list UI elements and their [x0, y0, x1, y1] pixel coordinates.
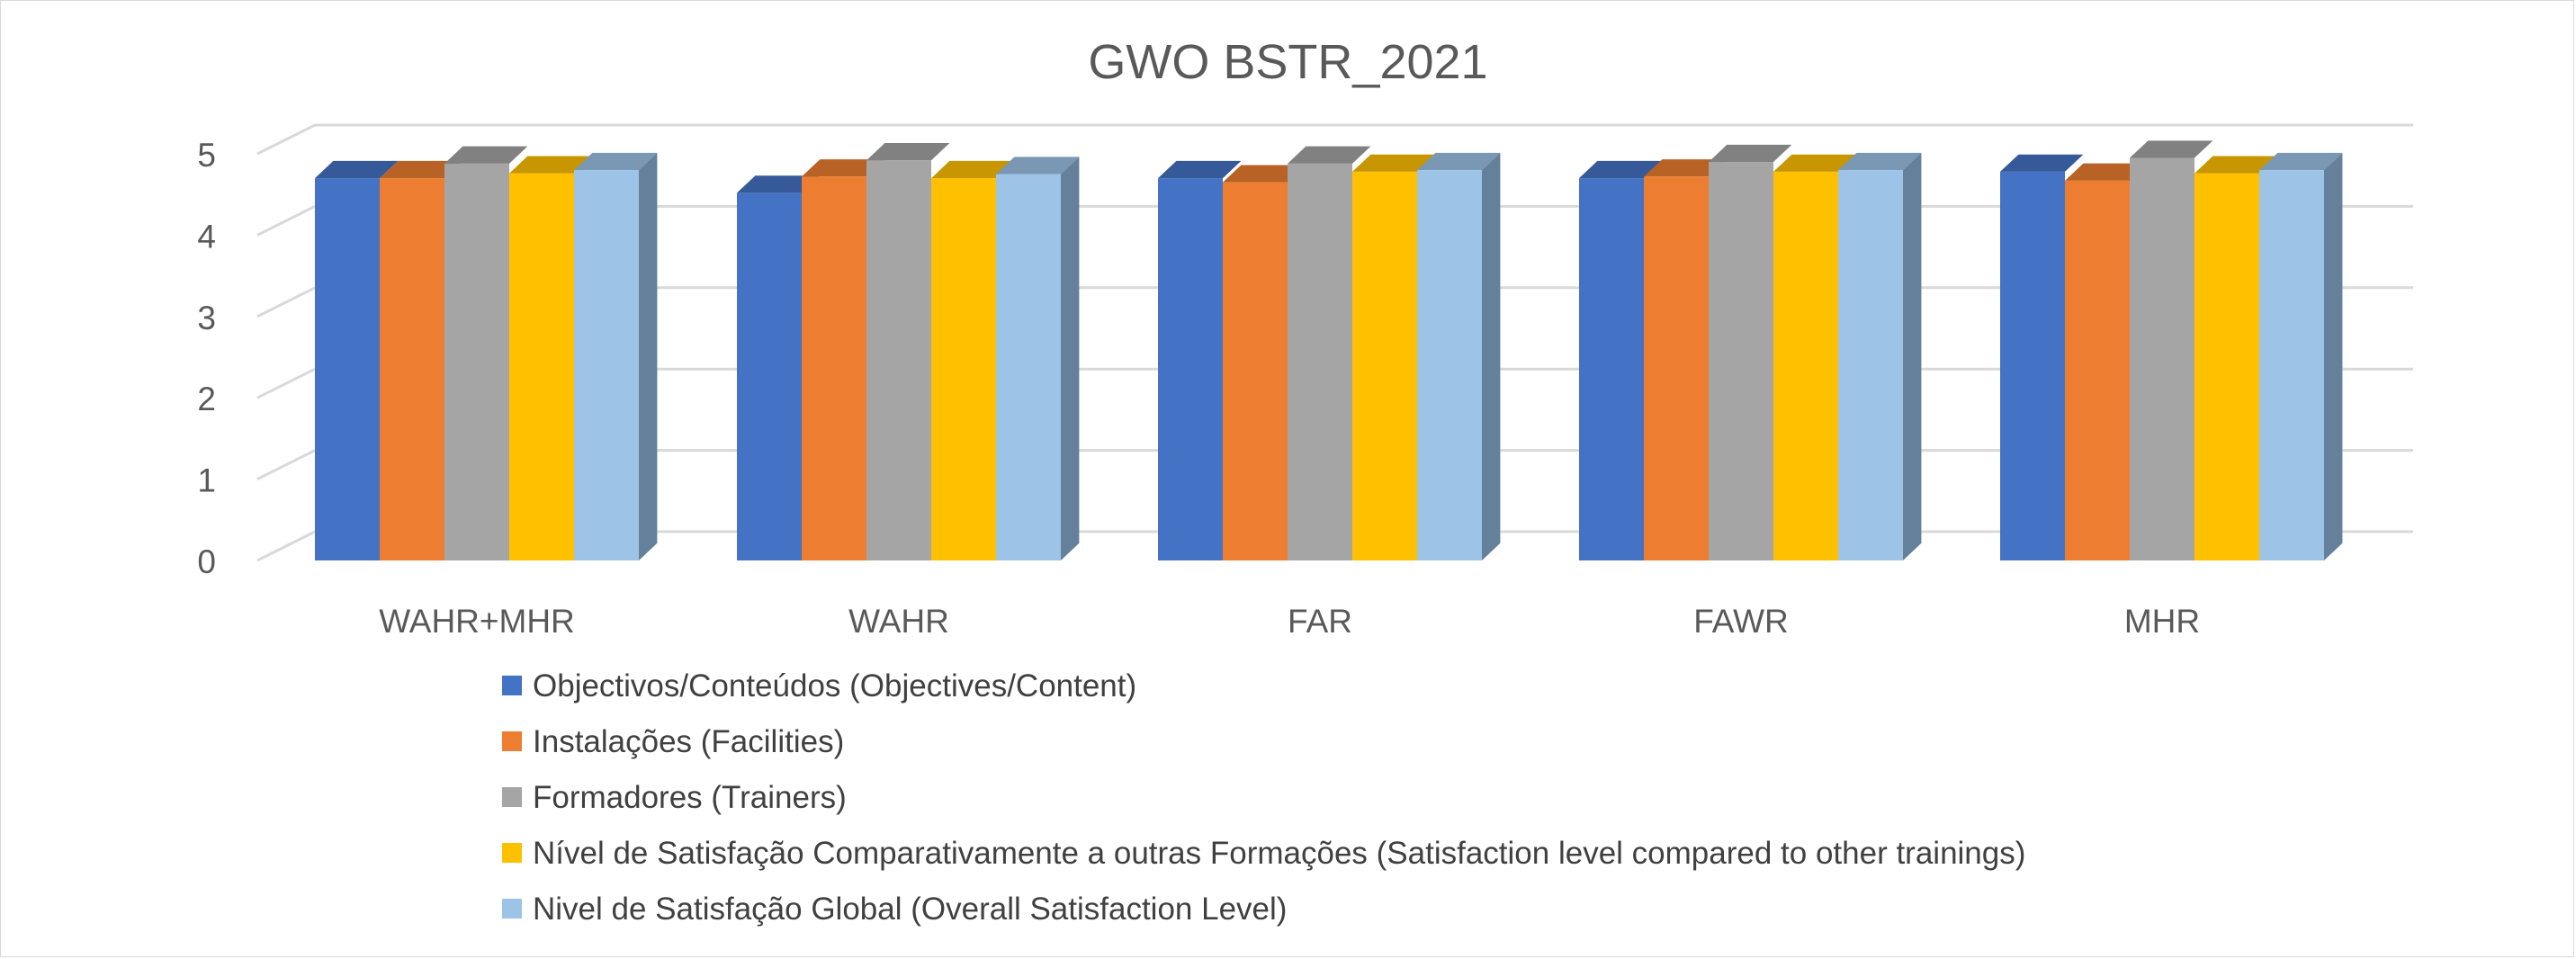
bar: [1709, 162, 1773, 561]
bar: [996, 174, 1061, 560]
bar-side: [639, 152, 658, 560]
gridline-depth: [256, 530, 316, 562]
bar: [2065, 180, 2130, 560]
bar-top: [996, 157, 1080, 175]
bar-top: [2259, 152, 2343, 171]
x-tick-label: FAR: [1288, 603, 1352, 640]
bar-top: [2000, 154, 2084, 172]
x-tick-label: WAHR+MHR: [379, 603, 575, 640]
bar: [737, 193, 802, 560]
legend-swatch: [502, 899, 522, 919]
bar-top: [444, 146, 528, 164]
bar-side: [1903, 152, 1922, 560]
bar-top: [1579, 160, 1663, 179]
bar-top: [1709, 144, 1792, 163]
y-tick-label: 5: [197, 137, 216, 174]
bar-side: [1482, 152, 1501, 560]
bar-side: [2324, 152, 2343, 560]
bar: [1352, 171, 1417, 560]
gridline-depth: [256, 286, 316, 318]
bar-top: [1838, 152, 1922, 171]
bar: [2195, 173, 2259, 561]
bar-top: [2065, 163, 2149, 181]
bar: [1288, 163, 1352, 560]
legend-swatch: [502, 787, 522, 807]
bar: [1223, 182, 1288, 560]
bar-top: [1223, 165, 1306, 183]
bar: [1644, 176, 1709, 560]
legend-label: Nivel de Satisfação Global (Overall Sati…: [533, 892, 1288, 927]
gridline-depth: [256, 205, 316, 237]
bar: [2000, 171, 2065, 560]
bar-top: [509, 156, 593, 174]
y-tick-label: 4: [197, 218, 216, 255]
chart-title: GWO BSTR_2021: [1088, 35, 1488, 89]
bar-top: [2130, 140, 2213, 158]
legend-swatch: [502, 676, 522, 695]
gridline-depth: [256, 449, 316, 480]
bar-top: [802, 159, 885, 177]
legend-swatch: [502, 843, 522, 863]
legend-label: Formadores (Trainers): [533, 780, 847, 815]
y-tick-label: 0: [197, 543, 216, 580]
bar-top: [1644, 159, 1728, 177]
bar-side: [1061, 157, 1080, 560]
bar-top: [574, 152, 658, 171]
bar: [380, 178, 444, 560]
bar: [574, 170, 639, 560]
bar: [1417, 170, 1482, 560]
x-tick-label: FAWR: [1693, 603, 1789, 640]
bar-top: [931, 160, 1015, 179]
bar: [2130, 157, 2195, 560]
bar-top: [380, 160, 463, 179]
y-tick-label: 1: [197, 462, 216, 499]
bar: [2259, 170, 2324, 560]
y-tick-label: 2: [197, 381, 216, 417]
bar-top: [1288, 146, 1371, 164]
legend-label: Objectivos/Conteúdos (Objectives/Content…: [533, 668, 1137, 704]
gridline-depth: [256, 123, 316, 156]
x-tick-label: WAHR: [848, 603, 949, 640]
bar: [931, 178, 996, 560]
bar-top: [2195, 156, 2278, 174]
bar-top: [1158, 160, 1242, 179]
bar-top: [1773, 154, 1857, 172]
bar: [444, 163, 509, 560]
bar: [1158, 178, 1223, 560]
bar: [866, 160, 931, 560]
x-tick-label: MHR: [2124, 603, 2200, 640]
bar-top: [737, 175, 821, 193]
bar-top: [315, 160, 399, 179]
y-tick-label: 3: [197, 300, 216, 336]
bar-top: [866, 143, 950, 161]
bar-top: [1352, 154, 1436, 172]
legend-label: Instalações (Facilities): [533, 724, 845, 759]
bar: [1773, 171, 1838, 560]
legend-label: Nível de Satisfação Comparativamente a o…: [533, 836, 2026, 871]
gridline-depth: [256, 367, 316, 399]
bar: [315, 178, 380, 560]
bar: [802, 176, 866, 560]
bar: [509, 173, 574, 561]
bar-top: [1417, 152, 1501, 171]
bar: [1579, 178, 1644, 560]
bar: [1838, 170, 1903, 560]
legend-swatch: [502, 731, 522, 751]
